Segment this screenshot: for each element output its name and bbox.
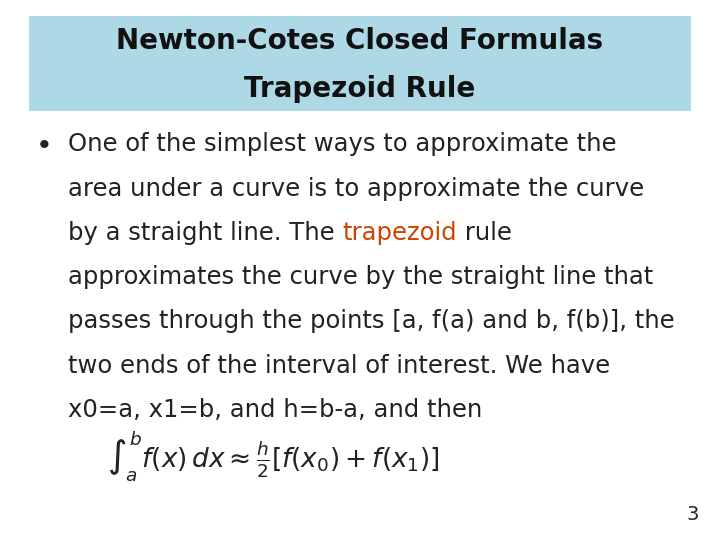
Text: rule: rule [457, 221, 512, 245]
Text: passes through the points [a, f(a) and b, f(b)], the: passes through the points [a, f(a) and b… [68, 309, 675, 333]
Text: approximates the curve by the straight line that: approximates the curve by the straight l… [68, 265, 654, 289]
Text: trapezoid: trapezoid [343, 221, 457, 245]
FancyBboxPatch shape [29, 16, 691, 111]
Text: $\int_a^b f(x)\,dx \approx \frac{h}{2}\left[f(x_0) + f(x_1)\right]$: $\int_a^b f(x)\,dx \approx \frac{h}{2}\l… [107, 429, 440, 483]
Text: two ends of the interval of interest. We have: two ends of the interval of interest. We… [68, 354, 611, 377]
Text: Newton-Cotes Closed Formulas: Newton-Cotes Closed Formulas [117, 26, 603, 55]
Text: by a straight line. The: by a straight line. The [68, 221, 343, 245]
Text: x0=a, x1=b, and h=b-a, and then: x0=a, x1=b, and h=b-a, and then [68, 398, 482, 422]
Text: One of the simplest ways to approximate the: One of the simplest ways to approximate … [68, 132, 617, 156]
Text: •: • [36, 132, 53, 160]
Text: area under a curve is to approximate the curve: area under a curve is to approximate the… [68, 177, 644, 200]
Text: 3: 3 [686, 505, 698, 524]
Text: Trapezoid Rule: Trapezoid Rule [244, 75, 476, 103]
